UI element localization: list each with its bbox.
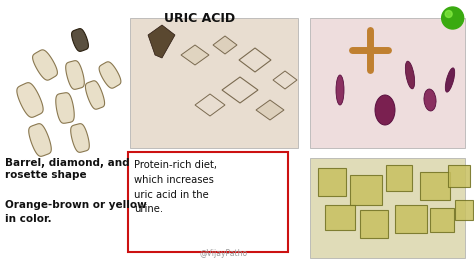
Bar — [128, 152, 288, 252]
Circle shape — [442, 7, 464, 29]
Polygon shape — [99, 62, 121, 88]
Polygon shape — [181, 45, 209, 65]
Text: Orange-brown or yellow
in color.: Orange-brown or yellow in color. — [5, 200, 147, 224]
Bar — [448, 165, 470, 187]
Bar — [325, 205, 355, 230]
Bar — [130, 18, 298, 148]
Bar — [318, 168, 346, 196]
Polygon shape — [66, 61, 84, 89]
Ellipse shape — [375, 95, 395, 125]
Polygon shape — [71, 124, 89, 152]
Polygon shape — [29, 124, 51, 156]
Ellipse shape — [445, 68, 455, 92]
Bar — [310, 158, 465, 258]
Polygon shape — [213, 36, 237, 54]
Bar — [420, 172, 450, 200]
Bar — [386, 165, 412, 191]
Ellipse shape — [424, 89, 436, 111]
Polygon shape — [17, 83, 43, 117]
Polygon shape — [33, 50, 57, 80]
Ellipse shape — [336, 75, 344, 105]
Bar — [455, 200, 473, 220]
Ellipse shape — [405, 61, 415, 89]
Polygon shape — [256, 100, 284, 120]
Polygon shape — [72, 29, 88, 51]
Bar — [360, 210, 388, 238]
Polygon shape — [85, 81, 105, 109]
Text: Protein-rich diet,
which increases
uric acid in the
urine.: Protein-rich diet, which increases uric … — [134, 160, 217, 214]
Bar — [395, 205, 427, 233]
Circle shape — [445, 10, 452, 18]
Text: URIC ACID: URIC ACID — [164, 12, 235, 25]
Polygon shape — [148, 25, 175, 58]
Bar — [350, 175, 382, 205]
Bar — [310, 18, 465, 148]
Text: @VijayPatho: @VijayPatho — [199, 249, 247, 258]
Polygon shape — [56, 93, 74, 123]
Text: Barrel, diamond, and
rosette shape: Barrel, diamond, and rosette shape — [5, 158, 129, 180]
Bar — [430, 208, 454, 232]
